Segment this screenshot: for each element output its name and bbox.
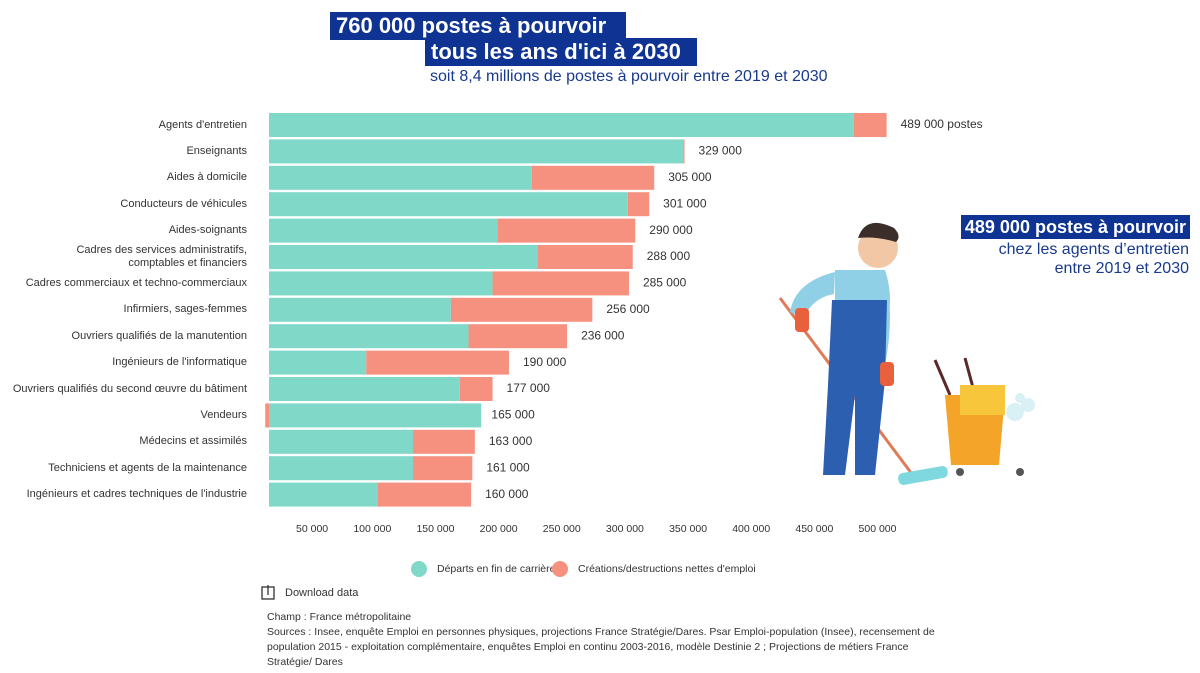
annotation-title: 489 000 postes à pourvoir (960, 215, 1190, 239)
bar-segment (269, 139, 684, 164)
total-label: 288 000 (647, 249, 691, 263)
y-tick-label: Enseignants (186, 144, 247, 157)
bar-segment (269, 297, 451, 322)
total-label: 256 000 (606, 302, 650, 316)
y-tick-label: Agents d'entretien (158, 118, 247, 131)
x-tick-label: 500 000 (859, 523, 897, 535)
bar-segment (269, 113, 854, 137)
y-tick-label: Cadres commerciaux et techno-commerciaux (25, 276, 247, 289)
legend-label: Créations/destructions nettes d'emploi (578, 563, 756, 575)
total-label: 190 000 (523, 355, 567, 369)
y-tick-label: Conducteurs de véhicules (120, 197, 247, 210)
bar-segment (683, 139, 685, 164)
bar-segment (269, 456, 413, 481)
bar-segment (269, 324, 469, 349)
bar-segment (269, 350, 367, 375)
y-tick-label: Infirmiers, sages-femmes (123, 303, 247, 316)
y-tick-label: Ouvriers qualifiés du second œuvre du bâ… (12, 382, 247, 395)
total-label: 329 000 (699, 144, 743, 158)
title-line: tous les ans d'ici à 2030 (425, 38, 697, 66)
bar-segment (377, 482, 472, 507)
bar-segment (492, 271, 629, 296)
bar-segment (468, 324, 568, 349)
x-tick-label: 450 000 (795, 523, 833, 535)
total-label: 165 000 (491, 408, 535, 422)
bar-segment (538, 245, 633, 269)
annotation-line: entre 2019 et 2030 (1054, 260, 1189, 277)
x-tick-label: 100 000 (353, 523, 391, 535)
bar-segment (265, 403, 269, 428)
x-tick-label: 50 000 (296, 523, 328, 535)
total-label: 161 000 (486, 460, 530, 474)
y-tick-label: Médecins et assimilés (139, 435, 247, 448)
total-label: 305 000 (668, 170, 712, 184)
total-label: 160 000 (485, 487, 529, 501)
bar-segment (269, 482, 378, 507)
bar-segment (269, 245, 539, 269)
note: Champ : France métropolitaine (267, 611, 412, 623)
bar-segment (269, 377, 460, 401)
x-tick-label: 250 000 (543, 523, 581, 535)
y-tick-label: Ingénieurs et cadres techniques de l'ind… (26, 488, 247, 501)
total-label: 177 000 (507, 381, 551, 395)
download-link[interactable]: Download data (285, 587, 359, 599)
total-label: 236 000 (581, 328, 625, 342)
total-label: 290 000 (649, 223, 693, 237)
bar-segment (853, 113, 887, 137)
bar-segment (627, 192, 650, 217)
illustration (778, 222, 1035, 485)
y-tick-label: Techniciens et agents de la maintenance (48, 461, 247, 474)
bar-segment (450, 297, 593, 322)
total-label: 301 000 (663, 196, 707, 210)
bar-segment (459, 377, 493, 401)
y-tick-label: Aides à domicile (166, 171, 247, 184)
bar-segment (269, 403, 482, 428)
bar-segment (269, 165, 532, 190)
title-line: 760 000 postes à pourvoir (330, 12, 627, 40)
x-tick-label: 200 000 (480, 523, 518, 535)
legend-swatch (411, 561, 427, 577)
y-tick-label: Ingénieurs de l'informatique (112, 356, 247, 369)
x-tick-label: 350 000 (669, 523, 707, 535)
bar-segment (269, 271, 493, 296)
bar-segment (412, 456, 473, 481)
total-label: 489 000 postes (901, 117, 983, 131)
download-icon[interactable] (261, 585, 275, 600)
total-label: 163 000 (489, 434, 533, 448)
sources: Sources : Insee, enquête Emploi en perso… (267, 626, 935, 668)
x-tick-label: 400 000 (732, 523, 770, 535)
total-label: 285 000 (643, 276, 687, 290)
y-tick-label: Cadres des services administratifs, comp… (76, 244, 247, 269)
bar-segment (269, 429, 413, 454)
bar-segment (269, 218, 498, 243)
y-tick-label: Aides-soignants (168, 224, 247, 237)
bar-segment (269, 192, 628, 217)
x-tick-label: 150 000 (416, 523, 454, 535)
subtitle: soit 8,4 millions de postes à pourvoir e… (430, 68, 828, 85)
bar-segment (497, 218, 636, 243)
annotation-line: chez les agents d’entretien (998, 241, 1189, 258)
legend-swatch (552, 561, 568, 577)
bar-segment (366, 350, 509, 375)
x-tick-label: 300 000 (606, 523, 644, 535)
y-tick-label: Ouvriers qualifiés de la manutention (71, 329, 247, 342)
y-tick-label: Vendeurs (200, 408, 247, 421)
bar-segment (531, 165, 655, 190)
legend-label: Départs en fin de carrière (437, 563, 556, 575)
bar-segment (412, 429, 475, 454)
